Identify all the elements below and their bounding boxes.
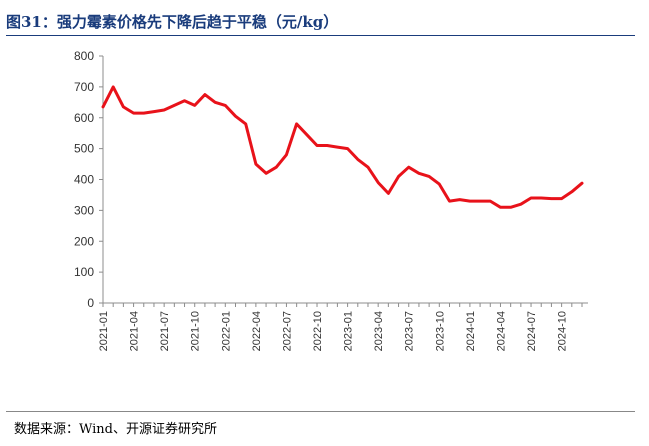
y-tick-label: 100 — [74, 265, 94, 279]
y-tick-label: 600 — [74, 111, 94, 125]
x-tick-label: 2024-07 — [526, 311, 538, 351]
x-tick-label: 2022-01 — [220, 311, 232, 351]
y-tick-label: 500 — [74, 142, 94, 156]
title-rule — [6, 35, 635, 36]
x-tick-label: 2024-10 — [557, 311, 569, 351]
x-tick-label: 2021-07 — [159, 311, 171, 351]
x-tick-label: 2021-01 — [98, 311, 110, 351]
x-tick-label: 2023-10 — [434, 311, 446, 351]
x-tick-label: 2021-04 — [129, 311, 141, 351]
figure-title: 图31：强力霉素价格先下降后趋于平稳（元/kg） — [6, 13, 339, 31]
x-tick-label: 2023-01 — [343, 311, 355, 351]
plot-area — [101, 85, 584, 209]
x-tick-label: 2024-04 — [495, 311, 507, 351]
y-axis: 0 100 200 300 400 500 600 700 800 — [74, 49, 104, 310]
y-tick-label: 800 — [74, 49, 94, 63]
x-tick-label: 2022-07 — [281, 311, 293, 351]
x-tick-label: 2024-01 — [465, 311, 477, 351]
source-rule — [6, 411, 635, 412]
x-tick-label: 2021-10 — [190, 311, 202, 351]
y-tick-label: 0 — [87, 296, 94, 310]
x-tick-label: 2023-04 — [373, 311, 385, 351]
source-note: 数据来源：Wind、开源证券研究所 — [14, 422, 217, 437]
y-tick-label: 300 — [74, 203, 94, 217]
x-tick-label: 2022-10 — [312, 311, 324, 351]
x-tick-label: 2022-04 — [251, 311, 263, 351]
y-tick-label: 700 — [74, 80, 94, 94]
x-tick-label: 2023-07 — [404, 311, 416, 351]
y-tick-label: 200 — [74, 234, 94, 248]
y-tick-label: 400 — [74, 173, 94, 187]
series-line — [101, 85, 584, 209]
x-axis: 2021-01 2021-04 2021-07 2021-10 2022-01 2022-… — [98, 302, 588, 351]
